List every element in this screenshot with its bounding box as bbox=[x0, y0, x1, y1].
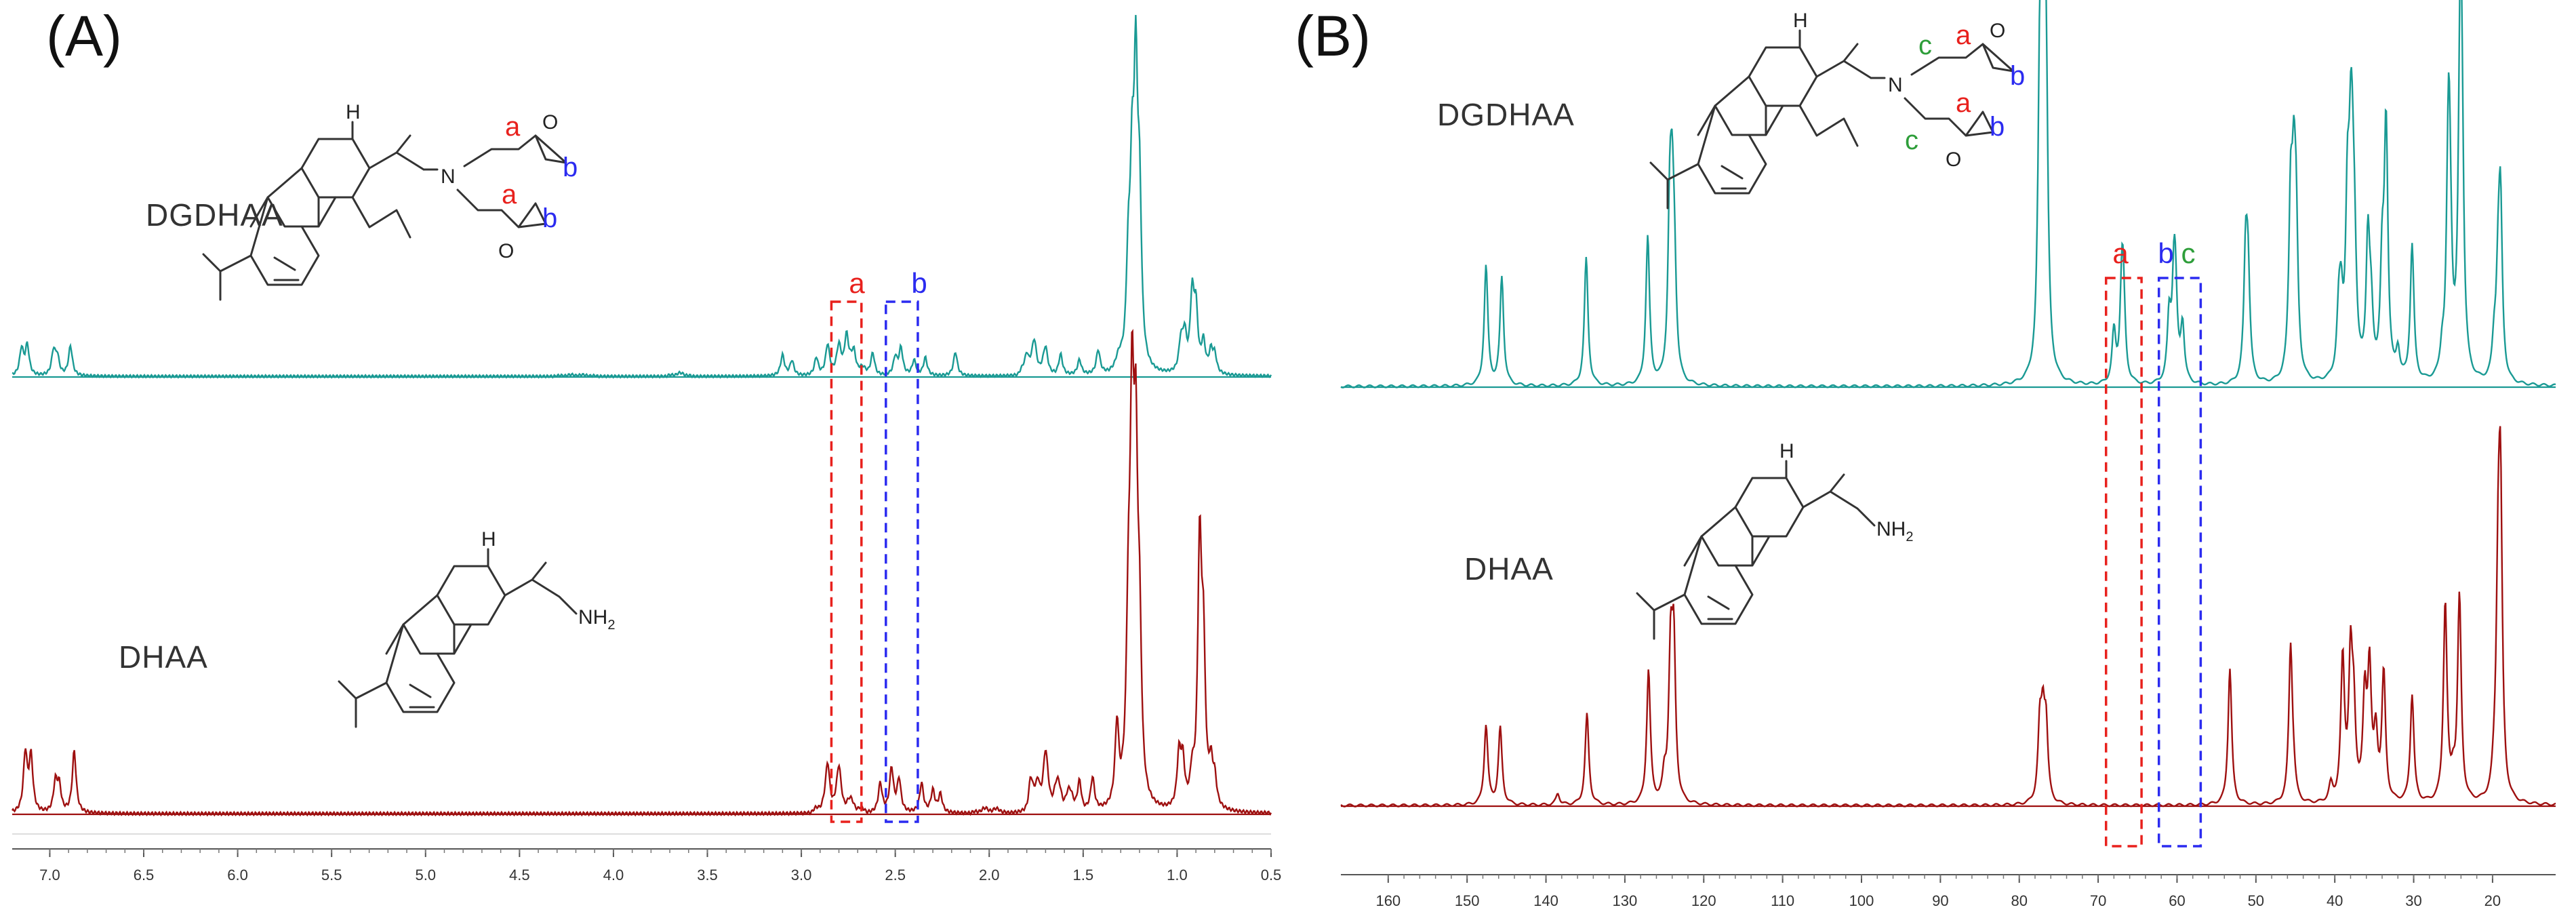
panel-a-box-b bbox=[885, 300, 919, 823]
h-atom-b: H bbox=[481, 528, 496, 551]
panel-b-box-b bbox=[2157, 277, 2202, 848]
b-tag-b1: b bbox=[2010, 61, 2025, 91]
dgdhaa-structure-b: H N O c a b O c a b bbox=[1649, 9, 2025, 210]
a-tag-a1: a bbox=[505, 112, 521, 142]
o-atom-a1: O bbox=[542, 111, 558, 134]
c-tag-b1: c bbox=[1918, 31, 1932, 60]
panel-b-tick-label: 160 bbox=[1375, 892, 1401, 909]
panel-a-tick-label: 3.5 bbox=[697, 867, 718, 883]
panel-a-tick-label: 1.0 bbox=[1167, 867, 1188, 883]
panel-b-tick-label: 20 bbox=[2484, 892, 2501, 909]
panel-a-tick-label: 0.5 bbox=[1261, 867, 1282, 883]
panel-a-peak-a-tag: a bbox=[849, 267, 865, 299]
panel-b-tick-label: 70 bbox=[2090, 892, 2106, 909]
dgdhaa-structure-a: H N O a b O a b bbox=[202, 101, 578, 301]
panel-b-tick-label: 60 bbox=[2169, 892, 2185, 909]
panel-b-peak-c-tag: c bbox=[2181, 237, 2196, 269]
panel-b-label: (B) bbox=[1295, 4, 1371, 68]
o-atom-b1: O bbox=[1990, 20, 2005, 42]
panel-a-peak-b-tag: b bbox=[911, 267, 927, 299]
h-atom-a: H bbox=[346, 101, 361, 123]
panel-a-tick-label: 3.0 bbox=[791, 867, 812, 883]
b-tag-a1: b bbox=[563, 153, 578, 182]
panel-b-peak-boxes bbox=[2104, 277, 2202, 848]
panel-a-spectra bbox=[11, 15, 1272, 817]
panel-b-tick-label: 150 bbox=[1455, 892, 1480, 909]
a-tag-a2: a bbox=[502, 180, 517, 210]
dhaa-structure-a: H NH2 bbox=[338, 528, 615, 728]
panel-a-tick-label: 4.0 bbox=[603, 867, 624, 883]
panel-b-tick-label: 110 bbox=[1771, 892, 1794, 909]
panel-b-tick-label: 80 bbox=[2011, 892, 2027, 909]
panel-a-peak-boxes bbox=[830, 300, 919, 823]
panel-b-tick-label: 120 bbox=[1691, 892, 1716, 909]
o-atom-a2: O bbox=[498, 240, 514, 262]
panel-b-peak-a-tag: a bbox=[2112, 237, 2129, 269]
h-atom-d: H bbox=[1779, 440, 1794, 462]
panel-b-trace-dgdhaa bbox=[1340, 0, 2556, 389]
dhaa-structure-b: H NH2 bbox=[1636, 440, 1913, 640]
panel-b-tick-label: 40 bbox=[2327, 892, 2343, 909]
amine-label-b: NH2 bbox=[1876, 518, 1913, 544]
h-atom-c: H bbox=[1793, 9, 1808, 32]
panel-a-tick-label: 5.0 bbox=[415, 867, 436, 883]
o-atom-b2: O bbox=[1946, 148, 1961, 171]
panel-b-spectra bbox=[1340, 0, 2556, 808]
panel-b-tick-label: 90 bbox=[1932, 892, 1948, 909]
panel-b-dhaa-label: DHAA bbox=[1464, 551, 1554, 587]
panel-a-box-a bbox=[830, 300, 863, 823]
panel-b-box-a bbox=[2104, 277, 2143, 848]
a-tag-b1: a bbox=[1956, 20, 1971, 50]
panel-a-label: (A) bbox=[46, 4, 122, 68]
panel-a-tick-label: 7.0 bbox=[39, 867, 60, 883]
panel-b-peak-b-tag: b bbox=[2158, 237, 2173, 269]
panel-a-tick-label: 4.5 bbox=[509, 867, 530, 883]
amine-label-a: NH2 bbox=[578, 606, 615, 633]
b-tag-b2: b bbox=[1990, 112, 2005, 142]
n-atom-a: N bbox=[441, 165, 456, 188]
panel-b-tick-label: 100 bbox=[1849, 892, 1874, 909]
panel-b-tick-label: 130 bbox=[1613, 892, 1638, 909]
panel-a-tick-label: 1.5 bbox=[1073, 867, 1094, 883]
c-tag-b2: c bbox=[1905, 125, 1918, 155]
panel-b-tick-label: 140 bbox=[1533, 892, 1558, 909]
panel-a-tick-label: 2.5 bbox=[885, 867, 906, 883]
panel-a-tick-label: 2.0 bbox=[979, 867, 1000, 883]
a-tag-b2: a bbox=[1956, 88, 1971, 118]
panel-a-dhaa-label: DHAA bbox=[119, 639, 208, 675]
panel-a-tick-label: 6.5 bbox=[134, 867, 155, 883]
b-tag-a2: b bbox=[542, 203, 557, 233]
panel-a-x-axis: 7.0 6.5 6.0 5.5 5.0 4.5 4.0 3.5 3.0 2.5 2.0 1.5 1.0 0… bbox=[12, 833, 1282, 883]
panel-b-tick-label: 50 bbox=[2248, 892, 2264, 909]
panel-a-tick-label: 5.5 bbox=[321, 867, 342, 883]
panel-b-x-axis: 160 150 140 130 120 110 100 90 80 70 60 50 40 30 20 bbox=[1341, 874, 2556, 909]
panel-b-dgdhaa-label: DGDHAA bbox=[1437, 97, 1575, 132]
panel-a-tick-label: 6.0 bbox=[227, 867, 248, 883]
panel-b-tick-label: 30 bbox=[2405, 892, 2421, 909]
n-atom-b: N bbox=[1888, 74, 1903, 96]
